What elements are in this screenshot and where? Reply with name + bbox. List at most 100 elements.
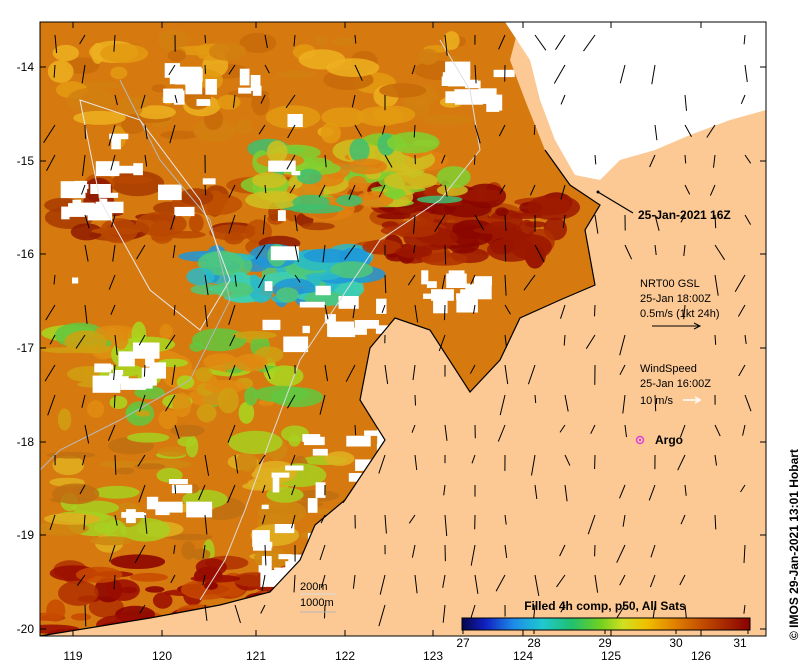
sst-blob [290,204,344,214]
sst-blob [57,408,72,431]
vector-arrow [650,544,656,558]
axis-ticks [40,22,766,636]
cloud-patch [98,192,119,198]
vector-arrow [434,214,446,232]
sst-blob [87,400,105,418]
vector-arrow [354,424,357,436]
cloud-patch [348,473,367,482]
vector-arrow [714,334,717,345]
vector-arrow [114,94,118,106]
sst-blob [217,94,241,110]
vector-arrow [324,304,329,320]
cloud-patch [448,270,465,283]
cloud-patch [90,184,111,194]
vector-arrow [413,124,416,138]
vector-arrow [351,94,356,108]
cloud-patch [287,114,303,127]
sst-blob [266,140,288,163]
sst-blob [40,521,89,536]
vector-arrow [384,274,387,294]
sst-blob [152,592,173,609]
vector-arrow [744,394,752,412]
cloud-patch [82,184,89,189]
sst-blob [177,436,197,447]
vector-arrow [743,544,746,564]
cloud-patch [445,91,473,104]
vector-arrow [264,34,268,48]
vector-arrow [474,574,479,594]
x-tick-label: 126 [691,649,711,663]
sst-blob [436,166,471,188]
vector-arrow [683,304,686,320]
vector-arrow [113,34,116,52]
vector-arrow [258,124,266,135]
vector-arrow [442,604,446,623]
vector-arrow [713,154,716,168]
vector-arrow [354,124,363,137]
vector-arrow [108,124,116,147]
sst-blob [253,385,310,403]
vector-arrow [228,364,236,380]
vector-arrow [204,304,208,327]
wind-scale: 10 m/s [640,395,674,407]
sst-blob [135,410,151,417]
cloud-patch [433,298,448,314]
cloud-patch [315,482,326,498]
sst-blob [157,29,190,51]
vector-arrow [527,364,536,385]
depth-200-label: 200m [300,581,328,593]
current-label: NRT00 GSL [640,278,700,290]
sst-blob [94,522,112,534]
vector-arrow [677,454,686,471]
sst-blob [336,194,363,207]
sst-blob [75,566,123,583]
vector-arrow [523,274,536,291]
vector-arrow [714,214,717,229]
ne-cloud-cover [505,22,766,180]
cloud-patch [78,202,95,216]
sst-texture [40,29,580,636]
vector-arrow [84,124,86,139]
colorbar-ticks [462,630,749,634]
cloud-patch [262,541,273,548]
sst-blob [100,43,149,64]
vector-arrow [469,364,476,374]
vector-arrow [344,244,356,260]
sst-blob [71,500,119,515]
vector-arrow [619,64,626,84]
vector-arrow [202,544,206,559]
time-pointer-dot [596,190,600,194]
cloud-patch [472,94,482,102]
vector-arrow [444,244,447,265]
vector-arrow [320,514,326,524]
vector-arrow [287,124,296,139]
vector-arrow [264,184,267,194]
cloud-patch [268,160,296,172]
sst-blob [421,252,468,266]
sst-blob [487,237,537,262]
sst-blob [46,451,96,459]
cloud-patch [171,484,193,494]
vector-arrow [651,64,656,85]
vector-arrow [79,484,86,495]
sst-blob [196,404,217,423]
sst-blob [387,192,402,199]
vector-arrow [165,334,176,350]
sst-blob [357,106,405,127]
vector-arrow [594,304,596,317]
sst-blob [136,105,176,120]
vector-arrow [443,484,446,496]
vector-arrow [264,64,270,74]
cloud-patch [307,498,318,513]
vector-arrow [585,334,596,349]
sst-blob [100,460,144,468]
vector-arrow [654,214,660,231]
imos-credit: © IMOS 29-Jan-2021 13:01 Hobart [787,449,801,640]
sst-blob [70,223,103,241]
vector-arrow [563,334,566,346]
cloud-patch [303,436,325,446]
vector-arrow [229,334,236,347]
vector-arrow [114,514,118,526]
x-tick-label: 120 [152,649,172,663]
vector-arrow [170,214,176,230]
